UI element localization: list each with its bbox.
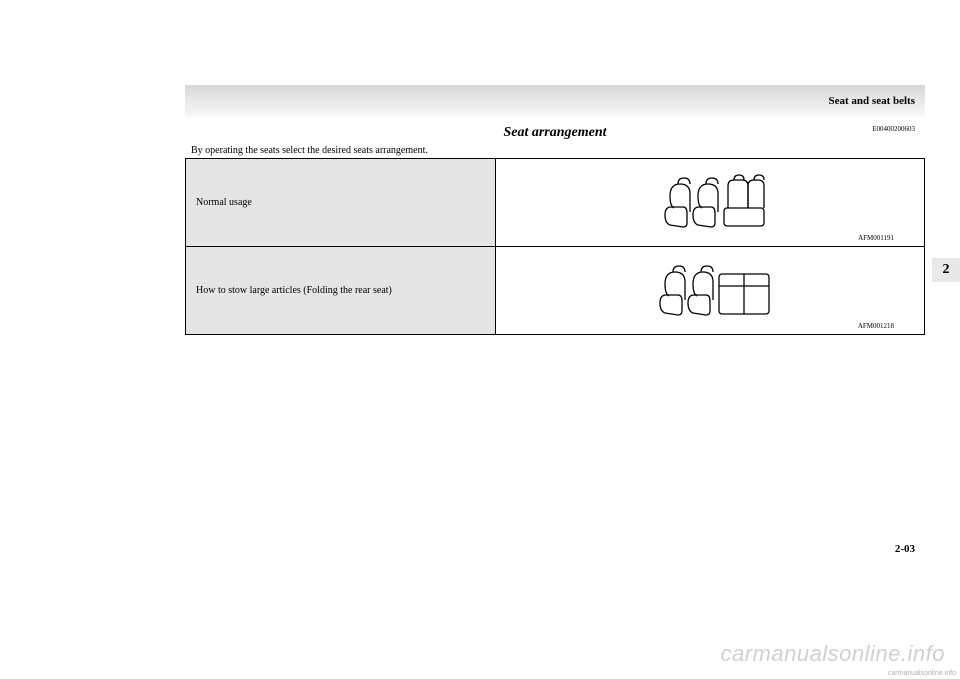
chapter-title: Seat and seat belts [829,95,915,107]
table-image-cell: AFM001191 [496,159,925,247]
chapter-side-tab: 2 [932,258,960,282]
section-title: Seat arrangement [185,125,925,141]
table-row: How to stow large articles (Folding the … [186,247,925,335]
image-code: AFM001218 [858,322,894,330]
image-code: AFM001191 [858,234,894,242]
seat-arrangement-table: Normal usage [185,158,925,335]
intro-text: By operating the seats select the desire… [185,145,925,156]
table-image-cell: AFM001218 [496,247,925,335]
chapter-header-band: Seat and seat belts [185,85,925,117]
watermark-text: carmanualsonline.info [720,641,945,667]
seat-normal-icon [650,170,770,240]
page-number: 2-03 [895,543,915,555]
page-container: Seat and seat belts Seat arrangement E00… [185,85,925,565]
table-row: Normal usage [186,159,925,247]
seat-folded-icon [645,258,775,328]
section-title-row: Seat arrangement E00400200603 [185,125,925,141]
table-label-cell: How to stow large articles (Folding the … [186,247,496,335]
watermark-small-text: carmanualsonline.info [888,670,956,677]
table-label-cell: Normal usage [186,159,496,247]
document-code: E00400200603 [872,125,915,133]
